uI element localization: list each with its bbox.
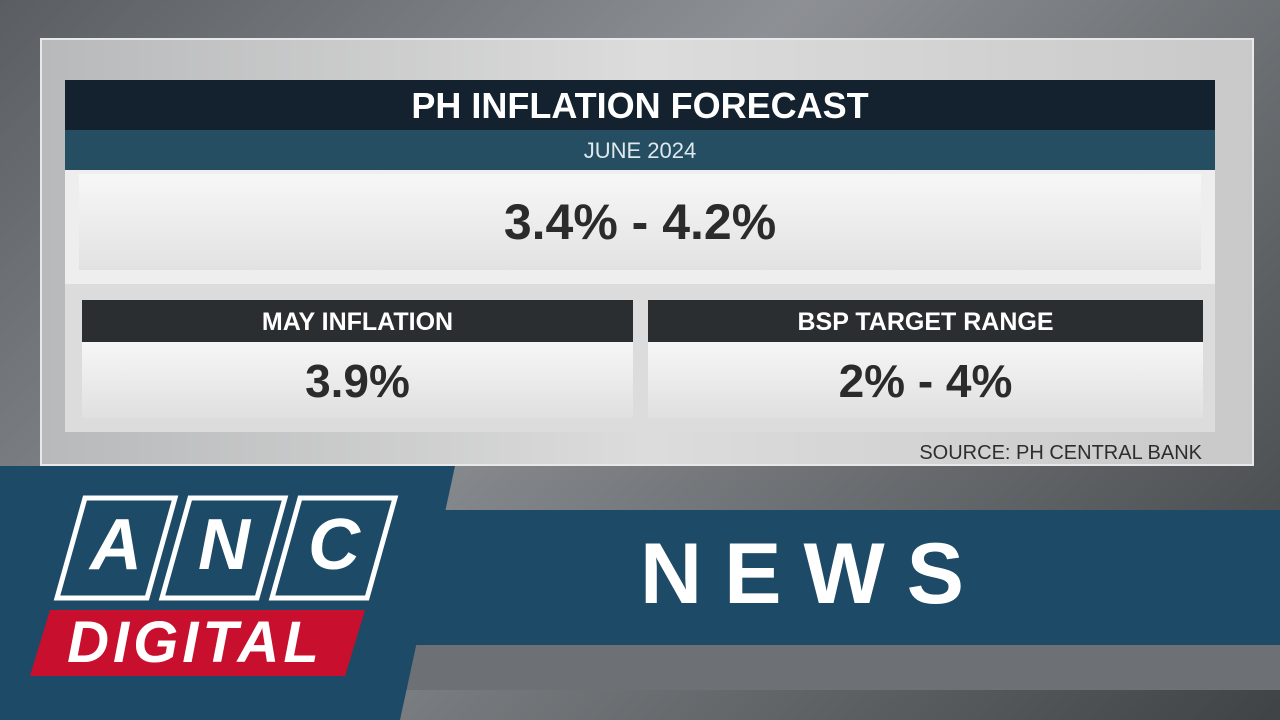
card-label: MAY INFLATION	[82, 300, 633, 342]
logo-letter: N	[198, 505, 252, 585]
source: SOURCE: PH CENTRAL BANK	[919, 442, 1202, 464]
card-label: BSP TARGET RANGE	[648, 300, 1203, 342]
card-value: 2% - 4%	[648, 342, 1203, 418]
forecast-value: 3.4% - 4.2%	[79, 174, 1201, 270]
logo-letter: C	[308, 505, 361, 585]
logo-letter: A	[88, 505, 142, 585]
logo-box	[158, 495, 289, 601]
cards: MAY INFLATION 3.9% BSP TARGET RANGE 2% -…	[65, 284, 1215, 432]
subtitle: JUNE 2024	[65, 130, 1215, 170]
card: BSP TARGET RANGE 2% - 4%	[648, 300, 1203, 418]
news-band	[380, 510, 1280, 645]
title: PH INFLATION FORECAST	[65, 80, 1215, 130]
logo-sub: DIGITAL	[67, 610, 323, 675]
logo: A N C DIGITAL	[0, 466, 455, 720]
card: MAY INFLATION 3.9%	[82, 300, 633, 418]
logo-red-bar	[30, 610, 365, 676]
lower-band	[380, 645, 1280, 690]
card-value: 3.9%	[82, 342, 633, 418]
section-label: NEWS	[640, 526, 986, 622]
logo-box	[268, 495, 399, 601]
panel: PH INFLATION FORECAST JUNE 2024 3.4% - 4…	[65, 80, 1215, 432]
logo-box	[53, 495, 179, 601]
